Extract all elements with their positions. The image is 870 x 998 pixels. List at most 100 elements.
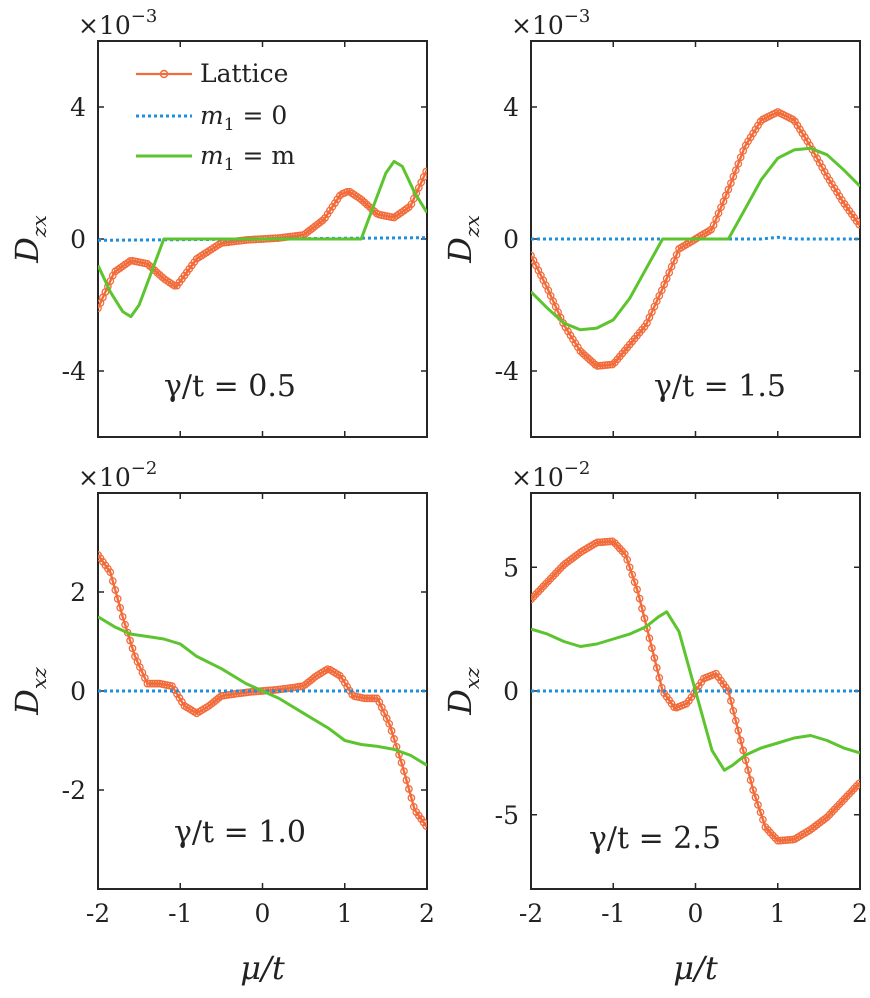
lattice-marker xyxy=(566,331,575,340)
lattice-marker xyxy=(340,678,349,687)
lattice-marker xyxy=(387,727,396,735)
lattice-marker xyxy=(400,767,408,776)
lattice-marker xyxy=(596,361,604,370)
axis-scale-factor: ×10−3 xyxy=(78,6,157,40)
series-line xyxy=(531,610,860,772)
lattice-marker xyxy=(405,785,413,793)
lattice-marker xyxy=(729,172,738,181)
lattice-marker xyxy=(729,706,738,715)
lattice-marker xyxy=(754,801,762,809)
lattice-marker xyxy=(731,716,740,725)
panel-top-left: -4 0 4 ×10−3 Dzx γ/t = 0.5 Lattice m1 = 0 m1 = m xyxy=(8,6,428,438)
lattice-marker xyxy=(759,815,767,824)
lattice-marker xyxy=(153,679,162,688)
lattice-marker xyxy=(603,537,612,546)
lattice-marker xyxy=(749,786,757,794)
y-tick-label: 2 xyxy=(70,578,86,607)
lattice-marker xyxy=(370,694,379,703)
lattice-marker xyxy=(756,808,765,817)
lattice-marker xyxy=(727,179,735,187)
y-tick-label: 0 xyxy=(70,225,86,254)
lattice-marker xyxy=(796,125,804,134)
lattice-marker xyxy=(633,585,641,594)
lattice-marker xyxy=(583,354,592,362)
lattice-marker xyxy=(397,758,406,767)
lattice-marker xyxy=(638,604,646,613)
x-tick-label: 1 xyxy=(337,899,353,928)
lattice-marker xyxy=(783,836,792,844)
gamma-annotation: γ/t = 0.5 xyxy=(164,369,296,404)
lattice-marker xyxy=(749,129,757,138)
x-tick-label: 2 xyxy=(419,899,435,928)
lattice-marker xyxy=(652,664,661,672)
lattice-marker xyxy=(368,694,376,703)
lattice-marker xyxy=(363,200,371,209)
y-tick-label: 0 xyxy=(503,677,519,706)
lattice-marker xyxy=(390,735,398,743)
gamma-annotation: γ/t = 2.5 xyxy=(589,821,721,856)
lattice-marker xyxy=(145,679,154,688)
y-tick-label: -2 xyxy=(62,776,86,805)
lattice-marker xyxy=(640,614,649,623)
lattice-marker xyxy=(746,776,755,784)
series-m1-m xyxy=(531,610,860,772)
lattice-marker xyxy=(148,679,157,688)
axis-scale-factor: ×10−3 xyxy=(511,6,590,40)
legend: Lattice m1 = 0 m1 = m xyxy=(136,59,295,175)
legend-label: m1 = m xyxy=(200,141,295,175)
lattice-marker xyxy=(363,694,371,703)
x-axis-label: μ/t xyxy=(673,949,718,987)
lattice-marker xyxy=(630,578,639,586)
lattice-marker xyxy=(601,361,609,370)
x-tick-label: -2 xyxy=(519,899,543,928)
legend-marker xyxy=(159,69,169,79)
lattice-marker xyxy=(741,141,750,150)
lattice-marker xyxy=(628,570,637,579)
x-tick-label: -1 xyxy=(601,899,625,928)
y-tick-label: -5 xyxy=(495,801,519,830)
legend-label: m1 = 0 xyxy=(200,101,287,135)
panel-bottom-right: -2 -1 0 1 2 -5 0 5 ×10−2 Dxz μ/t γ/t = 2.5 xyxy=(441,458,868,987)
lattice-marker xyxy=(385,719,394,728)
series-m1-m xyxy=(98,159,427,319)
lattice-marker xyxy=(407,794,416,802)
lattice-marker xyxy=(773,836,782,845)
lattice-marker xyxy=(601,538,609,546)
lattice-marker xyxy=(855,779,860,788)
lattice-marker xyxy=(121,620,129,629)
lattice-marker xyxy=(343,187,352,196)
series-m1-m xyxy=(98,615,427,767)
x-tick-label: 0 xyxy=(255,899,271,928)
panel-bottom-left: -2 -1 0 1 2 -2 0 2 ×10−2 Dxz μ/t γ/t = 1.0 xyxy=(8,458,435,987)
lattice-marker xyxy=(640,322,649,331)
gamma-annotation: γ/t = 1.5 xyxy=(654,369,786,404)
lattice-marker xyxy=(126,636,134,645)
series-m1-zero xyxy=(531,235,860,241)
series-line xyxy=(98,159,427,319)
lattice-marker xyxy=(838,196,846,204)
lattice-marker xyxy=(150,679,159,688)
lattice-marker xyxy=(576,347,585,356)
lattice-marker xyxy=(623,555,632,564)
lattice-marker xyxy=(724,185,733,194)
series-line xyxy=(98,615,427,767)
series-lattice xyxy=(531,108,860,370)
legend-label: Lattice xyxy=(200,59,288,88)
axis-scale-factor: ×10−2 xyxy=(78,458,157,492)
lattice-marker xyxy=(106,568,115,577)
lattice-marker xyxy=(596,538,604,547)
lattice-marker xyxy=(365,694,374,703)
lattice-marker xyxy=(739,746,748,755)
lattice-marker xyxy=(128,644,137,653)
x-tick-label: 1 xyxy=(770,899,786,928)
lattice-marker xyxy=(402,776,411,784)
y-tick-label: -4 xyxy=(495,357,519,386)
lattice-marker xyxy=(731,166,740,175)
lattice-marker xyxy=(111,586,120,594)
lattice-marker xyxy=(776,836,785,845)
lattice-marker xyxy=(143,259,152,268)
x-axis-label: μ/t xyxy=(240,949,285,987)
lattice-marker xyxy=(422,167,427,176)
lattice-marker xyxy=(531,251,535,260)
